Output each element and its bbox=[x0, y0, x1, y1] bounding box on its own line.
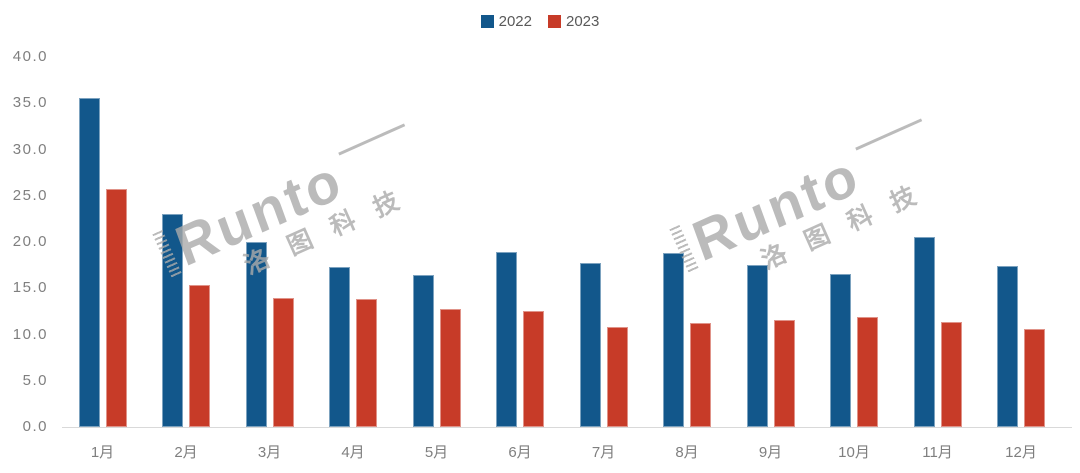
y-axis-label: 35.0 bbox=[12, 94, 48, 112]
legend-label-2022: 2022 bbox=[498, 13, 532, 30]
plot-area: Runto 洛图科技 Runto 洛图科技 bbox=[62, 57, 1072, 428]
y-axis-label: 25.0 bbox=[12, 186, 48, 204]
bar-2023-12月 bbox=[1024, 329, 1045, 427]
bar-2022-12月 bbox=[997, 266, 1018, 427]
bar-2023-8月 bbox=[690, 323, 711, 427]
bar-2023-7月 bbox=[606, 327, 628, 427]
y-axis-label: 15.0 bbox=[12, 279, 48, 297]
y-axis: 0.0 5.0 10.0 15.0 20.0 25.0 30.0 35.0 40.0 bbox=[0, 0, 48, 473]
watermark-brand-cn: 洛图科技 bbox=[240, 178, 424, 281]
y-axis-label: 40.0 bbox=[12, 48, 48, 65]
bar-2023-10月 bbox=[857, 316, 878, 427]
bar-2022-3月 bbox=[245, 242, 267, 427]
legend-item-2023: 2023 bbox=[548, 13, 599, 30]
bar-2023-9月 bbox=[773, 319, 795, 427]
bar-2023-6月 bbox=[523, 311, 544, 427]
legend-swatch-2022 bbox=[480, 15, 494, 28]
y-axis-label: 5.0 bbox=[22, 371, 48, 389]
bar-2022-9月 bbox=[746, 265, 768, 427]
bar-2022-1月 bbox=[78, 97, 100, 427]
bar-2022-10月 bbox=[830, 274, 851, 427]
x-axis-label: 5月 bbox=[424, 444, 449, 461]
y-axis-label: 20.0 bbox=[12, 233, 48, 250]
x-axis-label: 7月 bbox=[591, 444, 616, 461]
x-axis-label: 10月 bbox=[838, 444, 870, 461]
x-axis-label: 6月 bbox=[508, 444, 532, 461]
x-axis-label: 11月 bbox=[922, 444, 953, 461]
x-axis: 1月 2月 3月 4月 5月 6月 7月 8月 9月 10月 11月 12月 bbox=[0, 441, 1080, 467]
x-axis-label: 1月 bbox=[90, 444, 115, 461]
bar-2022-2月 bbox=[162, 214, 183, 427]
bar-2022-6月 bbox=[496, 252, 517, 427]
bar-2022-11月 bbox=[913, 237, 935, 427]
bar-2022-8月 bbox=[663, 253, 684, 427]
bar-2023-3月 bbox=[272, 298, 294, 427]
runto-watermark: Runto 洛图科技 bbox=[151, 120, 437, 311]
watermark-dash bbox=[855, 118, 923, 151]
bar-2023-2月 bbox=[189, 284, 210, 427]
bar-2023-1月 bbox=[105, 189, 127, 427]
bar-2023-5月 bbox=[439, 308, 461, 427]
x-axis-label: 8月 bbox=[675, 444, 699, 461]
x-axis-label: 3月 bbox=[257, 444, 282, 461]
watermark-brand-text: Runto bbox=[684, 141, 868, 274]
x-axis-label: 9月 bbox=[758, 444, 783, 461]
legend-swatch-2023 bbox=[548, 15, 561, 28]
y-axis-label: 0.0 bbox=[22, 418, 48, 435]
x-axis-label: 4月 bbox=[341, 444, 365, 461]
legend-label-2023: 2023 bbox=[566, 13, 600, 30]
chart-legend: 2022 2023 bbox=[0, 13, 1080, 30]
runto-watermark: Runto 洛图科技 bbox=[668, 115, 954, 306]
legend-item-2022: 2022 bbox=[480, 13, 532, 30]
y-axis-label: 10.0 bbox=[12, 325, 48, 343]
x-axis-label: 2月 bbox=[174, 444, 198, 461]
bar-2022-5月 bbox=[412, 275, 434, 427]
x-axis-label: 12月 bbox=[1005, 444, 1037, 461]
y-axis-label: 30.0 bbox=[12, 140, 48, 158]
bar-2022-4月 bbox=[329, 267, 350, 427]
bar-2023-11月 bbox=[940, 321, 962, 427]
watermark-dash bbox=[338, 123, 406, 156]
bar-2022-7月 bbox=[579, 263, 601, 427]
bar-2023-4月 bbox=[356, 299, 377, 427]
